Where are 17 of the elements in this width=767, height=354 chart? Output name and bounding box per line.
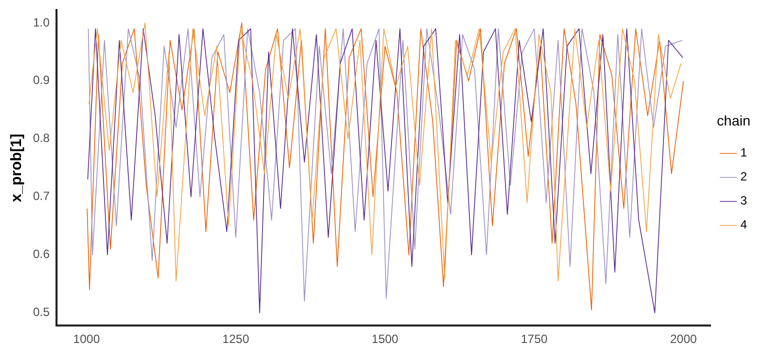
y-tick-label: 0.6 bbox=[32, 247, 50, 262]
legend-title: chain bbox=[716, 112, 750, 128]
legend-label: 3 bbox=[740, 194, 748, 208]
y-tick-label: 0.7 bbox=[32, 189, 50, 204]
x-tick-label: 1750 bbox=[520, 332, 548, 346]
y-tick-label: 0.5 bbox=[32, 305, 50, 320]
x-tick-label: 1250 bbox=[222, 332, 250, 346]
x-tick-label: 1500 bbox=[372, 332, 399, 346]
y-tick-label: 1.0 bbox=[32, 15, 50, 30]
x-tick-label: 1000 bbox=[73, 332, 100, 346]
x-tick-label: 2000 bbox=[670, 332, 698, 346]
legend-label: 4 bbox=[740, 218, 748, 232]
y-axis-title: x_prob[1] bbox=[8, 134, 26, 202]
legend-label: 1 bbox=[740, 146, 748, 160]
y-tick-label: 0.8 bbox=[32, 131, 50, 146]
y-tick-label: 0.9 bbox=[32, 73, 50, 88]
legend-label: 2 bbox=[740, 170, 748, 184]
